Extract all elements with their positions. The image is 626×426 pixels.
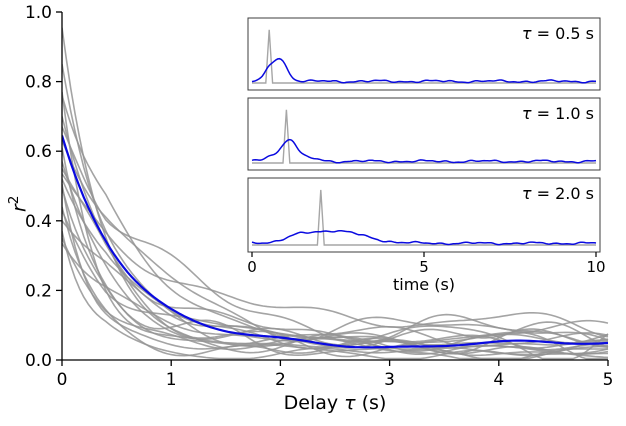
response-trace <box>251 229 597 246</box>
inset-label-tau-2.0: τ = 2.0 s <box>522 184 594 203</box>
y-axis-label-text: r <box>8 204 31 212</box>
response-trace <box>251 138 597 164</box>
x-tick-label: 5 <box>603 370 614 390</box>
trial-curve <box>62 173 609 338</box>
x-tick-label: 2 <box>275 370 286 390</box>
curves-layer <box>62 27 609 360</box>
stimulus-spike-trace <box>252 109 596 164</box>
inset-label-tau-1.0: τ = 1.0 s <box>522 104 594 123</box>
x-axis-label-prefix: Delay <box>283 392 345 414</box>
inset-panel <box>247 97 601 171</box>
y-tick-label: 0.8 <box>25 73 52 93</box>
mean-curve <box>62 135 609 349</box>
x-tick-label: 1 <box>166 370 177 390</box>
y-axis-label-exponent: 2 <box>6 195 22 205</box>
inset-panel <box>247 17 601 91</box>
stimulus-spike-trace <box>252 189 596 246</box>
tau-symbol: τ <box>521 184 532 203</box>
inset-label-value: = 1.0 s <box>531 104 594 123</box>
trial-curve <box>62 242 609 346</box>
trial-curve <box>62 187 608 360</box>
x-tick-label: 4 <box>493 370 504 390</box>
response-trace <box>251 57 596 84</box>
x-axis-label: Delay τ (s) <box>62 392 608 414</box>
inset-x-axis-label: time (s) <box>392 275 456 294</box>
tau-symbol: τ <box>344 392 356 414</box>
tau-symbol: τ <box>521 104 532 123</box>
inset-x-tick-label: 0 <box>247 258 257 276</box>
tau-symbol: τ <box>521 24 532 43</box>
x-axis-label-suffix: (s) <box>355 392 387 414</box>
y-tick-label: 0.0 <box>25 351 52 371</box>
inset-label-tau-0.5: τ = 0.5 s <box>522 24 594 43</box>
y-tick-label: 0.4 <box>25 212 52 232</box>
y-tick-label: 0.6 <box>25 142 52 162</box>
trial-curve <box>62 237 609 355</box>
stimulus-spike-trace <box>252 29 596 84</box>
inset-panel <box>247 177 601 253</box>
y-tick-label: 1.0 <box>25 3 52 23</box>
inset-x-tick-label: 5 <box>419 258 429 276</box>
trial-curve <box>62 231 609 360</box>
inset-x-tick-label: 10 <box>586 258 605 276</box>
x-tick-label: 0 <box>57 370 68 390</box>
y-tick-label: 0.2 <box>25 281 52 301</box>
x-tick-label: 3 <box>384 370 395 390</box>
y-axis-label: r2 <box>6 195 30 212</box>
trial-curve <box>62 210 609 358</box>
inset-label-value: = 2.0 s <box>531 184 594 203</box>
inset-label-value: = 0.5 s <box>531 24 594 43</box>
